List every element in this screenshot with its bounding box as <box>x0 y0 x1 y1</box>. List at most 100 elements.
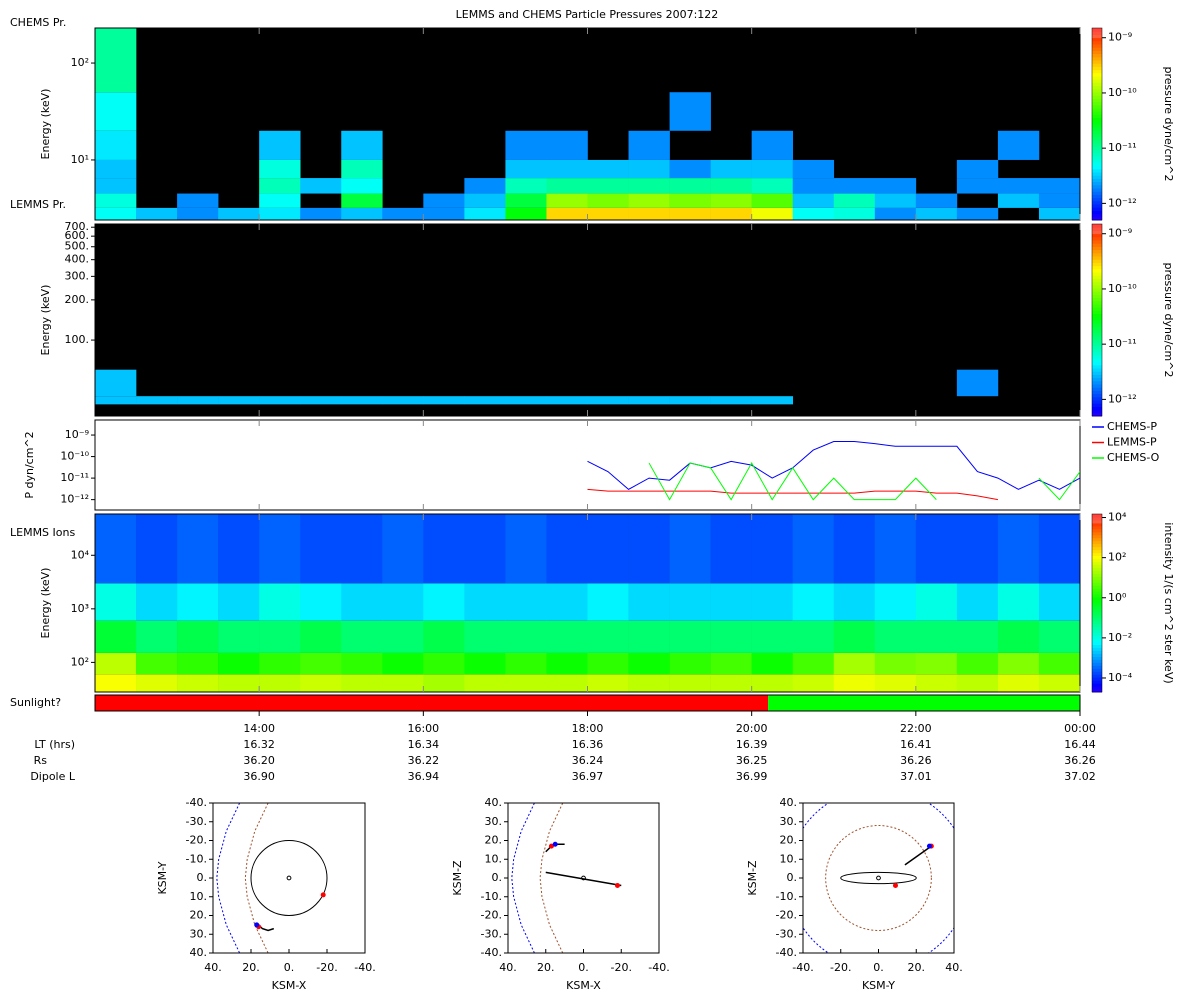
colorbar-tick-label: 10⁻¹² <box>1108 392 1137 405</box>
colorbar-step <box>1092 326 1102 331</box>
y-tick-label: 300. <box>65 269 90 282</box>
cell <box>587 583 629 621</box>
cell <box>177 193 219 208</box>
cell <box>505 674 547 692</box>
cell <box>464 674 506 692</box>
cell <box>915 207 958 220</box>
colorbar-step <box>1092 412 1102 417</box>
colorbar-step <box>1092 114 1102 119</box>
cell <box>792 159 835 179</box>
segment <box>95 695 769 711</box>
cell <box>300 674 342 692</box>
colorbar-step <box>1092 519 1102 524</box>
cell <box>628 514 670 584</box>
colorbar-tick-label: 10⁴ <box>1108 511 1127 524</box>
segment <box>768 695 1080 711</box>
x-tick-label: 40. <box>945 961 963 974</box>
colorbar-step <box>1092 623 1102 628</box>
x-tick-label: 0. <box>578 961 589 974</box>
cell <box>997 674 1040 692</box>
colorbar-step <box>1092 243 1102 247</box>
colorbar-step <box>1092 579 1102 583</box>
cell <box>505 652 547 675</box>
colorbar-step <box>1092 297 1102 302</box>
cell <box>956 583 999 621</box>
colorbar-step <box>1092 564 1102 568</box>
colorbar-step <box>1092 98 1102 103</box>
colorbar-step <box>1092 259 1102 263</box>
cell <box>669 514 711 584</box>
y-tick-label: 40. <box>485 796 503 809</box>
cell <box>915 620 958 653</box>
cell <box>300 583 342 621</box>
position-marker <box>926 843 932 849</box>
colorbar-step <box>1092 641 1102 646</box>
colorbar-tick-label: 10⁻⁴ <box>1108 671 1133 684</box>
colorbar-title: intensity 1/(s cm^2 ster keV) <box>1162 522 1175 683</box>
colorbar-step <box>1092 650 1102 654</box>
y-tick-label: 400. <box>65 253 90 266</box>
colorbar-step <box>1092 597 1102 601</box>
cell <box>669 178 711 194</box>
cell <box>259 130 301 160</box>
cell <box>792 583 835 621</box>
cell <box>628 396 670 405</box>
colorbar-tick-label: 10⁻¹² <box>1108 196 1137 209</box>
cell <box>464 193 506 208</box>
cell <box>874 178 917 194</box>
colorbar-step <box>1092 620 1102 625</box>
cell <box>218 620 260 653</box>
colorbar-step <box>1092 614 1102 619</box>
x-tick-label: 20:00 <box>736 722 768 735</box>
colorbar-step <box>1092 582 1102 586</box>
y-tick-label: 10⁻⁹ <box>65 428 89 441</box>
cell <box>341 178 383 194</box>
colorbar-step <box>1092 291 1102 295</box>
colorbar-step <box>1092 384 1102 388</box>
y-tick-label: 30. <box>780 815 798 828</box>
y-tick-label: 20. <box>780 834 798 847</box>
cell <box>218 514 260 584</box>
colorbar-step <box>1092 352 1102 356</box>
colorbar-step <box>1092 567 1102 571</box>
cell <box>95 159 137 179</box>
reference-circle <box>876 875 881 881</box>
colorbar-step <box>1092 558 1102 562</box>
cell <box>997 178 1040 194</box>
cell <box>218 674 260 692</box>
cell <box>546 674 588 692</box>
cell <box>1038 178 1080 194</box>
y-tick-label: 200. <box>65 293 90 306</box>
cell <box>956 159 999 179</box>
y-tick-label: 30. <box>190 927 208 940</box>
cell <box>587 514 629 584</box>
colorbar-step <box>1092 537 1102 542</box>
colorbar-step <box>1092 635 1102 640</box>
colorbar-step <box>1092 588 1102 592</box>
colorbar-step <box>1092 63 1102 67</box>
y-axis-title: KSM-Z <box>451 860 464 896</box>
ephemeris-value: 16.36 <box>572 738 604 751</box>
cell <box>956 674 999 692</box>
cell <box>1038 207 1080 220</box>
cell <box>300 514 342 584</box>
cell <box>587 620 629 653</box>
cell <box>464 514 506 584</box>
cell <box>915 652 958 675</box>
colorbar-step <box>1092 124 1102 128</box>
cell <box>751 396 794 405</box>
cell <box>997 620 1040 653</box>
y-tick-label: -40. <box>481 946 502 959</box>
cell <box>505 193 547 208</box>
cells <box>95 514 1080 692</box>
cell <box>710 652 752 675</box>
cell <box>259 514 301 584</box>
cell <box>464 207 506 220</box>
colorbar-border <box>1091 223 1103 417</box>
colorbar-step <box>1092 104 1102 109</box>
cell <box>874 207 917 220</box>
colorbar-step <box>1092 76 1102 80</box>
cell <box>710 583 752 621</box>
colorbar-step <box>1092 683 1102 687</box>
cell <box>710 620 752 653</box>
